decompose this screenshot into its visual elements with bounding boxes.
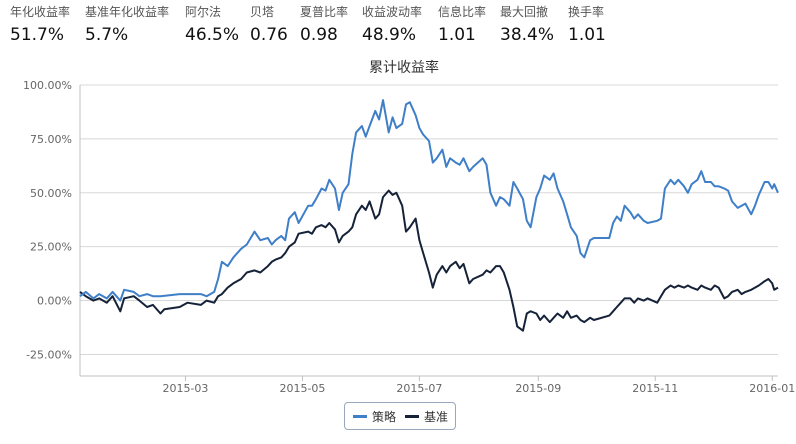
y-tick-label: 0.00% [37,295,72,308]
stat-sharpe: 夏普比率 0.98 [300,4,348,48]
stats-bar: 年化收益率 51.7% 基准年化收益率 5.7% 阿尔法 46.5% 贝塔 0.76 夏… [0,0,796,50]
stat-value: 48.9% [362,25,417,45]
stat-alpha: 阿尔法 46.5% [185,4,239,48]
stat-value: 0.76 [250,25,288,45]
legend-label-strategy: 策略 [372,409,397,424]
stat-label: 基准年化收益率 [85,5,170,19]
stat-value: 5.7% [85,25,129,45]
x-tick-label: 2015-11 [632,382,678,395]
y-tick-label: 75.00% [30,133,72,146]
stat-turnover: 换手率 1.01 [568,4,606,48]
stat-label: 最大回撤 [500,5,549,19]
x-tick-label: 2016-01 [749,382,795,395]
cumulative-return-chart: 累计收益率 100.00% 75.00% 50.00% 25.00% 0.00% -25.… [23,59,795,395]
legend-item-strategy[interactable]: 策略 [353,403,396,429]
x-tick-label: 2015-09 [515,382,561,395]
stat-annualized-return: 年化收益率 51.7% [10,4,70,48]
legend-swatch-benchmark [405,414,419,418]
y-tick-label: 50.00% [30,187,72,200]
legend-item-benchmark[interactable]: 基准 [405,403,448,429]
y-tick-label: 100.00% [23,79,72,92]
stat-value: 0.98 [300,25,338,45]
stat-beta: 贝塔 0.76 [250,4,288,48]
stat-benchmark-return: 基准年化收益率 5.7% [85,4,169,48]
stat-label: 收益波动率 [362,5,423,19]
stat-volatility: 收益波动率 48.9% [362,4,422,48]
chart-title: 累计收益率 [369,59,439,76]
stat-label: 年化收益率 [10,5,71,19]
x-tick-label: 2015-03 [162,382,208,395]
legend: 策略 基准 [344,402,456,430]
x-axis: 2015-03 2015-05 2015-07 2015-09 2015-11 2016-… [80,375,795,395]
stat-value: 51.7% [10,25,65,45]
stat-value: 1.01 [568,25,606,45]
y-axis: 100.00% 75.00% 50.00% 25.00% 0.00% -25.00% [23,79,81,376]
x-tick-label: 2015-05 [279,382,325,395]
gridlines [80,84,778,355]
y-tick-label: -25.00% [26,348,72,361]
y-tick-label: 25.00% [30,241,72,254]
stat-label: 信息比率 [438,5,487,19]
stat-label: 夏普比率 [300,5,349,19]
stat-label: 换手率 [568,5,605,19]
legend-swatch-strategy [353,414,367,418]
series-line-基准 [79,189,779,332]
stat-value: 38.4% [500,25,555,45]
x-tick-label: 2015-07 [396,382,442,395]
stat-label: 阿尔法 [185,5,222,19]
series-line-策略 [79,99,779,302]
stat-information-ratio: 信息比率 1.01 [438,4,486,48]
legend-label-benchmark: 基准 [424,409,449,424]
stat-label: 贝塔 [250,5,275,19]
stat-max-drawdown: 最大回撤 38.4% [500,4,554,48]
series-lines [79,99,779,332]
stat-value: 1.01 [438,25,476,45]
stat-value: 46.5% [185,25,240,45]
